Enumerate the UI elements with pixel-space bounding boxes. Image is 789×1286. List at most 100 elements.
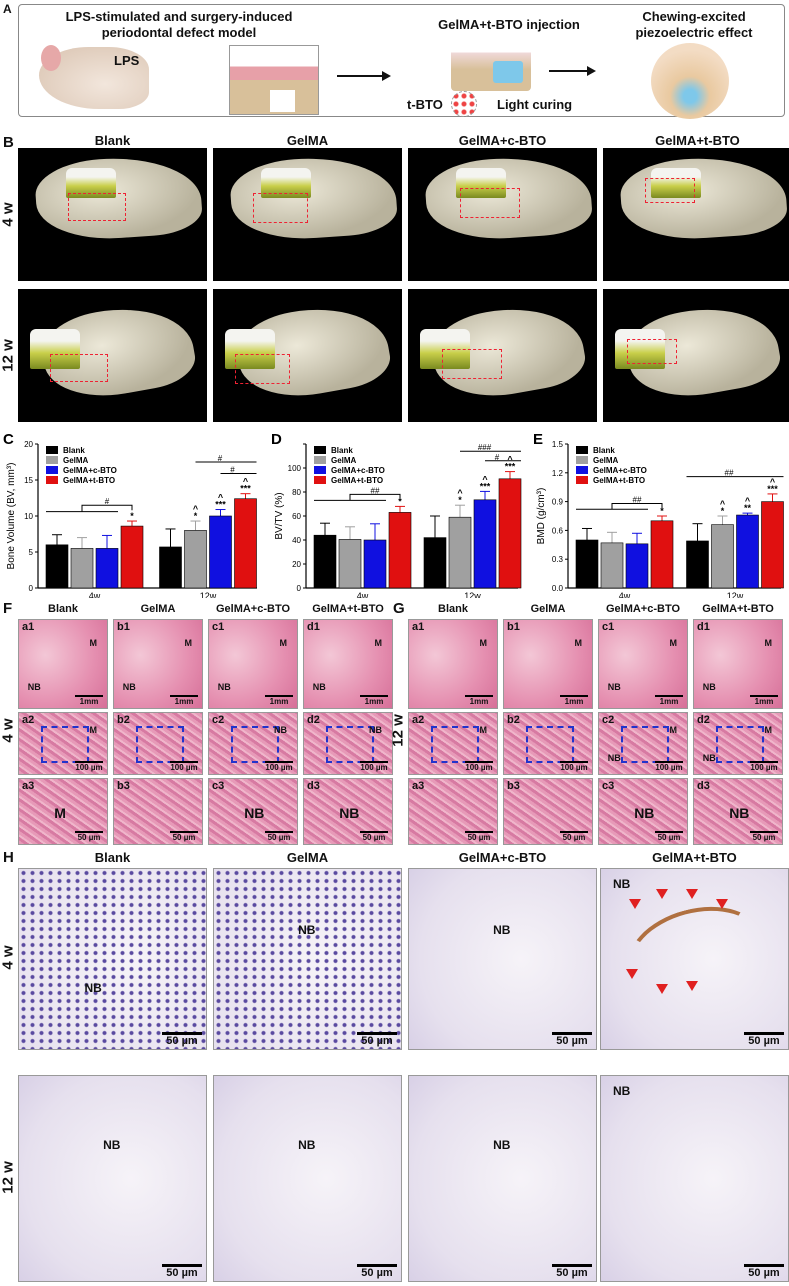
image-id-label: c2 — [212, 714, 225, 726]
y-tick-label: 20 — [292, 560, 301, 569]
injection-title: GelMA+t-BTO injection — [438, 17, 580, 32]
significance-mark: *** — [240, 484, 251, 494]
defect-roi-box — [442, 349, 502, 379]
piezo-illustration — [651, 43, 729, 119]
y-tick-label: 10 — [24, 512, 33, 521]
legend-swatch — [576, 456, 588, 464]
zoom-region-box — [326, 726, 375, 763]
material-label: M — [184, 637, 193, 648]
panel-label: H — [3, 849, 14, 866]
image-id-label: a2 — [22, 714, 35, 726]
new-bone-label: NB — [244, 805, 265, 821]
panel-b-label: B — [3, 134, 14, 151]
y-tick-label: 15 — [24, 476, 33, 485]
significance-mark: ^ — [193, 504, 199, 514]
scale-bar: 50 µm — [265, 831, 293, 842]
significance-mark: * — [398, 496, 402, 506]
he-stain-image-b2: b2 100 µm — [113, 712, 203, 775]
scale-bar: 1mm — [750, 695, 778, 706]
defect-roi-box — [645, 178, 695, 203]
bar-gelma-t-bto — [388, 512, 412, 589]
scale-bar: 50 µm — [552, 1032, 592, 1047]
bracket-line — [349, 493, 401, 501]
significance-mark: ^ — [482, 474, 488, 484]
scale-bar: 100 µm — [170, 761, 198, 772]
bar-gelma-c-bto — [736, 514, 759, 589]
red-arrowhead-icon — [626, 969, 638, 979]
panel-label: C — [3, 431, 14, 448]
y-axis-label: BV/TV (%) — [274, 492, 285, 539]
microct-image — [213, 289, 402, 422]
image-id-label: c1 — [212, 621, 225, 633]
image-id-label: a3 — [22, 780, 35, 792]
scale-bar: 100 µm — [360, 761, 388, 772]
scale-bar: 50 µm — [552, 1264, 592, 1279]
bracket-label: # — [218, 454, 223, 463]
new-bone-label: NB — [729, 805, 750, 821]
tbto-particles-icon — [451, 91, 477, 117]
new-bone-label: NB — [103, 1137, 121, 1152]
column-title: Blank — [94, 850, 131, 865]
bar-blank — [313, 534, 337, 589]
y-axis-label: Bone Volume (BV, mm³) — [6, 463, 17, 570]
scale-bar: 50 µm — [170, 831, 198, 842]
image-id-label: a3 — [412, 780, 425, 792]
ihc-stain-image: NB 50 µm — [600, 1075, 789, 1282]
zoom-region-box — [431, 726, 480, 763]
image-id-label: a1 — [412, 621, 425, 633]
he-stain-image-b3: b3 50 µm — [113, 778, 203, 845]
panel-a-label: A — [3, 2, 12, 16]
image-id-label: a2 — [412, 714, 425, 726]
microct-image — [408, 289, 597, 422]
red-arrowhead-icon — [629, 899, 641, 909]
scale-bar: 50 µm — [357, 1032, 397, 1047]
red-arrowhead-icon — [686, 981, 698, 991]
row-label: 4 w — [0, 718, 17, 743]
image-id-label: a1 — [22, 621, 35, 633]
significance-mark: * — [194, 511, 198, 521]
material-label: M — [279, 637, 288, 648]
column-title: GelMA — [286, 850, 329, 865]
column-title: GelMA — [140, 603, 176, 615]
light-curing-label: Light curing — [497, 97, 573, 112]
molar-teeth — [456, 168, 506, 198]
column-title: GelMA+c-BTO — [458, 133, 547, 148]
column-title: GelMA+c-BTO — [605, 603, 681, 615]
bar-gelma-t-bto — [498, 478, 522, 589]
scale-bar: 50 µm — [360, 831, 388, 842]
significance-mark: * — [130, 511, 134, 521]
bracket-label: # — [230, 466, 235, 475]
bar-chart-e: E 0.0 0.3 0.6 0.9 1.2 1.5 BMD (g/cm³) 4w 12w Blank… — [533, 431, 784, 598]
x-tick-label: 4w — [89, 591, 101, 598]
scale-bar: 50 µm — [655, 831, 683, 842]
legend-swatch — [576, 466, 588, 474]
x-tick-label: 12w — [200, 591, 217, 598]
legend-label: Blank — [331, 446, 353, 455]
material-label: M — [89, 725, 98, 736]
new-bone-label: NB — [298, 923, 316, 937]
bar-gelma-t-bto — [234, 498, 257, 589]
significance-mark: ^ — [770, 477, 776, 487]
material-label: M — [669, 637, 678, 648]
significance-mark: ^ — [243, 477, 249, 487]
y-tick-label: 1.5 — [552, 440, 564, 449]
column-title: GelMA+t-BTO — [655, 133, 740, 148]
legend-label: GelMA+t-BTO — [63, 476, 115, 485]
scale-bar: 50 µm — [744, 1264, 784, 1279]
zoom-region-box — [41, 726, 90, 763]
scale-bar: 1mm — [170, 695, 198, 706]
bar-chart-c: C 0 5 10 15 20 Bone Volume (BV, mm³) 4w 12w Blank… — [3, 431, 257, 598]
ihc-stain-image: NB 50 µm — [213, 868, 402, 1050]
legend-label: GelMA — [593, 456, 619, 465]
scale-bar: 100 µm — [750, 761, 778, 772]
bar-gelma — [600, 542, 624, 589]
effect-title: Chewing-excited piezoelectric effect — [635, 9, 753, 40]
defect-roi-box — [460, 188, 520, 218]
he-stain-image-a3: a3 50 µm — [408, 778, 498, 845]
scale-bar: 50 µm — [744, 1032, 784, 1047]
he-stain-image-b3: b3 50 µm — [503, 778, 593, 845]
ihc-stain-image: NB 50 µm — [18, 868, 207, 1050]
y-tick-label: 80 — [292, 488, 301, 497]
bar-gelma — [711, 524, 734, 589]
